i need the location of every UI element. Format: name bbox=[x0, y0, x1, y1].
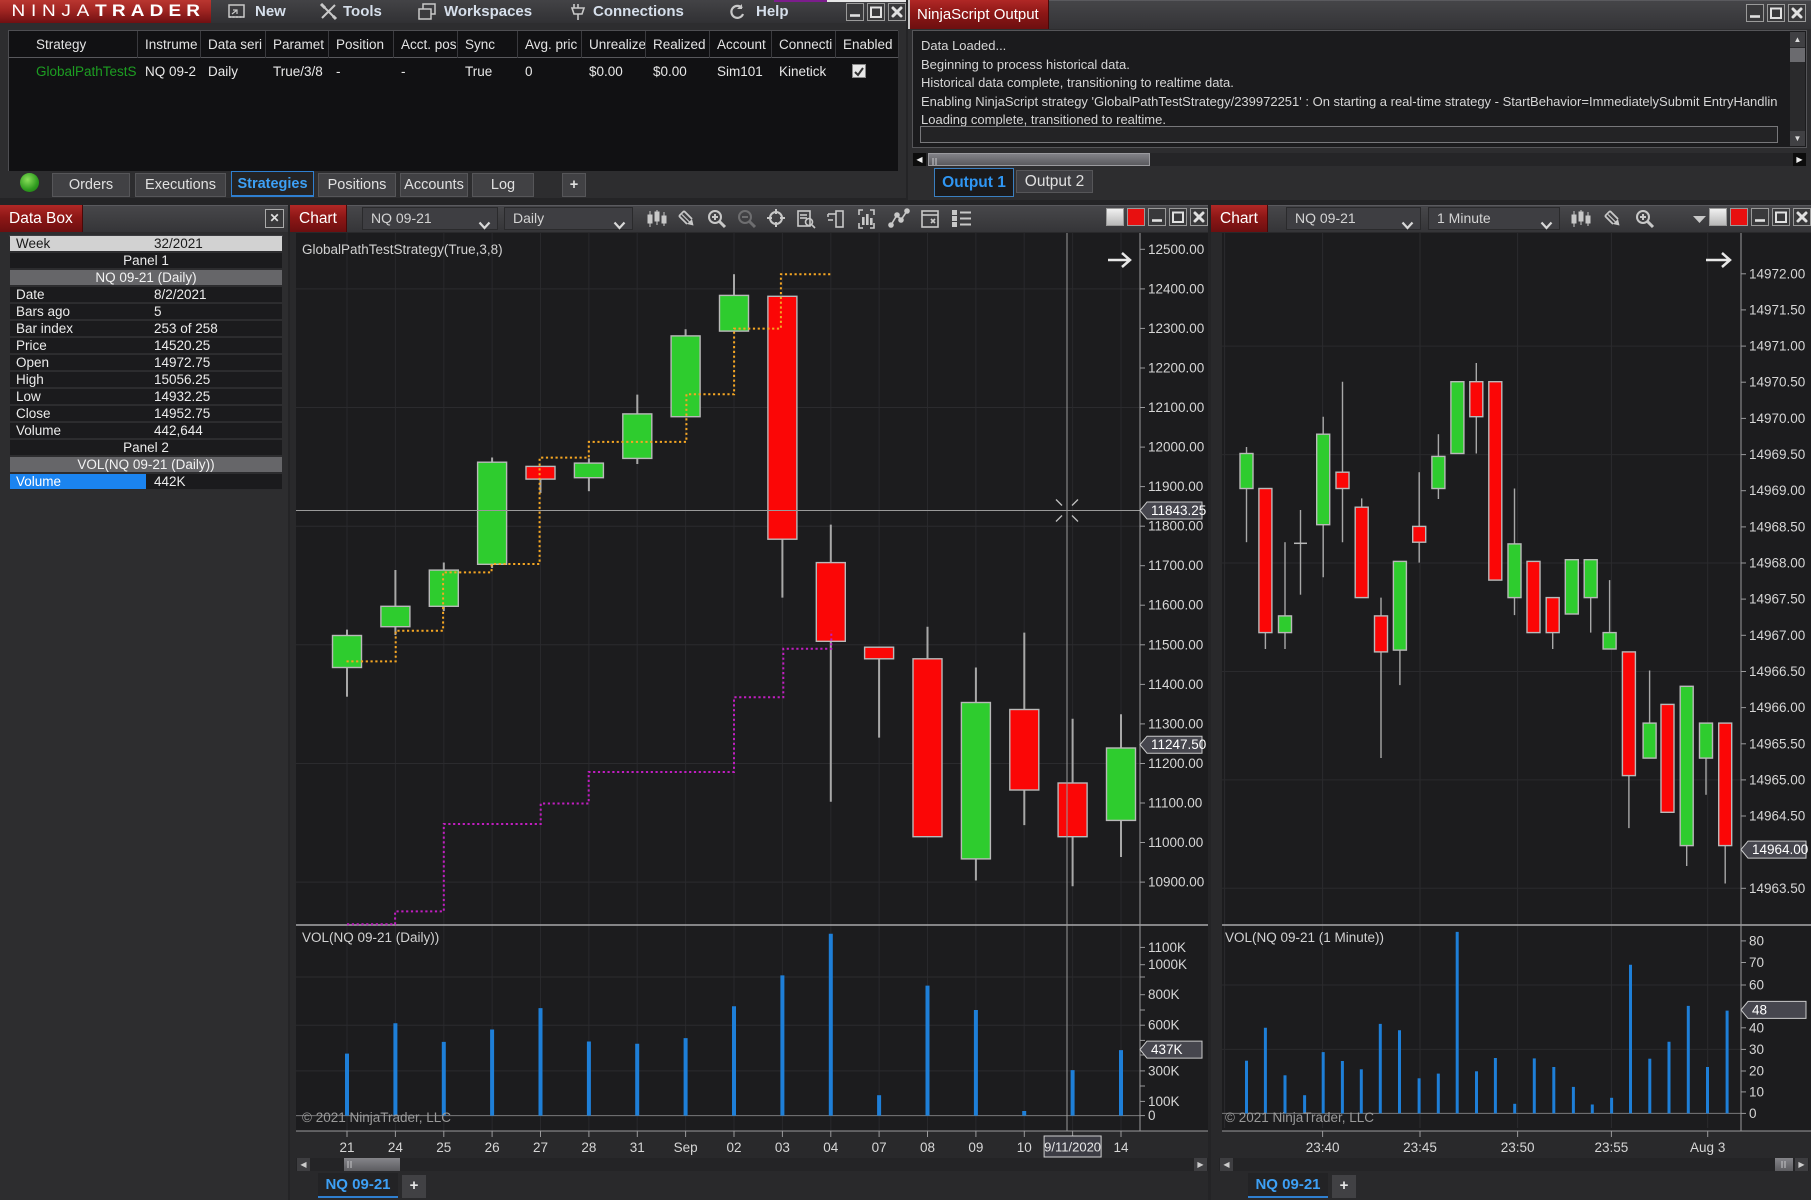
svg-text:14966.50: 14966.50 bbox=[1749, 664, 1805, 679]
svg-text:11200.00: 11200.00 bbox=[1148, 756, 1203, 771]
svg-text:14964.50: 14964.50 bbox=[1749, 809, 1805, 824]
svg-text:GlobalPathTestStrategy(True,3,: GlobalPathTestStrategy(True,3,8) bbox=[302, 242, 503, 257]
svg-text:11843.25: 11843.25 bbox=[1151, 503, 1206, 518]
svg-text:14965.50: 14965.50 bbox=[1749, 736, 1805, 751]
svg-text:40: 40 bbox=[1749, 1020, 1764, 1035]
svg-text:23:40: 23:40 bbox=[1306, 1140, 1340, 1155]
svg-text:11700.00: 11700.00 bbox=[1148, 558, 1203, 573]
svg-text:26: 26 bbox=[485, 1140, 500, 1155]
svg-text:09: 09 bbox=[968, 1140, 983, 1155]
svg-text:10: 10 bbox=[1017, 1140, 1032, 1155]
svg-text:300K: 300K bbox=[1148, 1063, 1180, 1078]
svg-text:48: 48 bbox=[1752, 1002, 1767, 1017]
svg-text:14968.00: 14968.00 bbox=[1749, 556, 1805, 571]
svg-text:31: 31 bbox=[630, 1140, 645, 1155]
svg-text:VOL(NQ 09-21 (Daily)): VOL(NQ 09-21 (Daily)) bbox=[302, 930, 439, 945]
svg-text:600K: 600K bbox=[1148, 1018, 1180, 1033]
svg-text:11900.00: 11900.00 bbox=[1148, 479, 1203, 494]
svg-text:14965.00: 14965.00 bbox=[1749, 772, 1805, 787]
svg-text:Sep: Sep bbox=[674, 1140, 698, 1155]
svg-text:VOL(NQ 09-21 (1 Minute)): VOL(NQ 09-21 (1 Minute)) bbox=[1225, 930, 1384, 945]
svg-text:20: 20 bbox=[1749, 1064, 1764, 1079]
svg-text:07: 07 bbox=[872, 1140, 887, 1155]
svg-text:11100.00: 11100.00 bbox=[1148, 796, 1202, 811]
svg-text:11600.00: 11600.00 bbox=[1148, 598, 1203, 613]
svg-text:0: 0 bbox=[1148, 1108, 1156, 1123]
svg-text:24: 24 bbox=[388, 1140, 404, 1155]
svg-text:21: 21 bbox=[339, 1140, 354, 1155]
svg-text:28: 28 bbox=[581, 1140, 596, 1155]
svg-text:12100.00: 12100.00 bbox=[1148, 400, 1204, 415]
svg-text:100K: 100K bbox=[1148, 1094, 1180, 1109]
svg-text:14972.00: 14972.00 bbox=[1749, 266, 1805, 281]
svg-text:23:50: 23:50 bbox=[1501, 1140, 1535, 1155]
svg-text:08: 08 bbox=[920, 1140, 935, 1155]
svg-text:1000K: 1000K bbox=[1148, 957, 1187, 972]
svg-text:12200.00: 12200.00 bbox=[1148, 361, 1204, 376]
svg-text:03: 03 bbox=[775, 1140, 790, 1155]
svg-text:800K: 800K bbox=[1148, 987, 1180, 1002]
svg-text:14969.00: 14969.00 bbox=[1749, 483, 1805, 498]
svg-text:70: 70 bbox=[1749, 955, 1764, 970]
svg-text:11800.00: 11800.00 bbox=[1148, 519, 1203, 534]
svg-text:10: 10 bbox=[1749, 1084, 1764, 1099]
svg-text:12300.00: 12300.00 bbox=[1148, 321, 1204, 336]
svg-text:14969.50: 14969.50 bbox=[1749, 447, 1805, 462]
svg-text:14967.50: 14967.50 bbox=[1749, 592, 1805, 607]
svg-text:14971.50: 14971.50 bbox=[1749, 302, 1805, 317]
svg-text:9/11/2020: 9/11/2020 bbox=[1044, 1140, 1101, 1155]
svg-text:12500.00: 12500.00 bbox=[1148, 242, 1204, 257]
svg-text:11300.00: 11300.00 bbox=[1148, 716, 1203, 731]
svg-text:60: 60 bbox=[1749, 978, 1764, 993]
svg-text:11000.00: 11000.00 bbox=[1148, 835, 1203, 850]
svg-text:02: 02 bbox=[726, 1140, 741, 1155]
svg-text:14970.00: 14970.00 bbox=[1749, 411, 1805, 426]
svg-text:14963.50: 14963.50 bbox=[1749, 881, 1805, 896]
svg-text:80: 80 bbox=[1749, 933, 1764, 948]
svg-text:14971.00: 14971.00 bbox=[1749, 339, 1805, 354]
svg-text:30: 30 bbox=[1749, 1042, 1764, 1057]
svg-text:14968.50: 14968.50 bbox=[1749, 519, 1805, 534]
svg-text:14: 14 bbox=[1113, 1140, 1129, 1155]
svg-text:1100K: 1100K bbox=[1148, 940, 1186, 955]
svg-text:14964.00: 14964.00 bbox=[1752, 842, 1808, 857]
svg-text:25: 25 bbox=[436, 1140, 451, 1155]
svg-text:© 2021 NinjaTrader, LLC: © 2021 NinjaTrader, LLC bbox=[302, 1110, 451, 1125]
svg-text:04: 04 bbox=[823, 1140, 839, 1155]
svg-text:437K: 437K bbox=[1151, 1042, 1183, 1057]
svg-text:23:55: 23:55 bbox=[1595, 1140, 1629, 1155]
svg-text:27: 27 bbox=[533, 1140, 548, 1155]
svg-text:14970.50: 14970.50 bbox=[1749, 375, 1805, 390]
svg-text:12400.00: 12400.00 bbox=[1148, 281, 1204, 296]
svg-text:Aug 3: Aug 3 bbox=[1690, 1140, 1725, 1155]
svg-text:© 2021 NinjaTrader, LLC: © 2021 NinjaTrader, LLC bbox=[1225, 1110, 1374, 1125]
svg-text:23:45: 23:45 bbox=[1403, 1140, 1437, 1155]
svg-text:10900.00: 10900.00 bbox=[1148, 875, 1204, 890]
svg-text:12000.00: 12000.00 bbox=[1148, 440, 1204, 455]
svg-text:14967.00: 14967.00 bbox=[1749, 628, 1805, 643]
svg-text:11400.00: 11400.00 bbox=[1148, 677, 1203, 692]
svg-text:0: 0 bbox=[1749, 1106, 1757, 1121]
svg-text:11500.00: 11500.00 bbox=[1148, 637, 1203, 652]
svg-text:14966.00: 14966.00 bbox=[1749, 700, 1805, 715]
svg-text:11247.50: 11247.50 bbox=[1151, 737, 1206, 752]
